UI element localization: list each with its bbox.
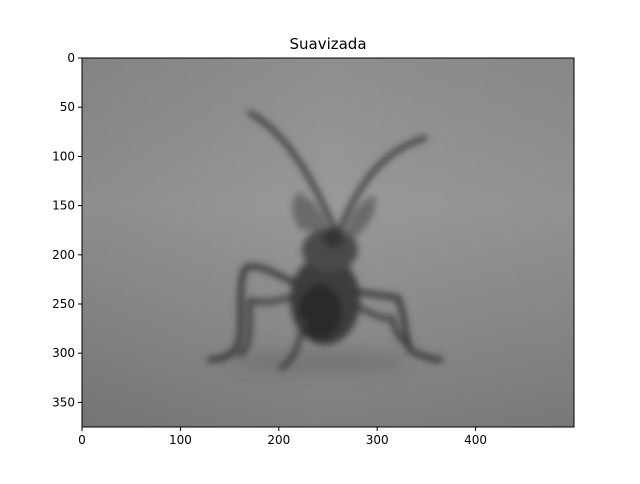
y-tick-label: 200 — [52, 248, 75, 262]
y-tick-label: 350 — [52, 395, 75, 409]
x-tick-label: 0 — [78, 433, 86, 447]
y-tick-label: 300 — [52, 346, 75, 360]
y-axis: 0 50 100 150 200 250 300 350 — [52, 51, 82, 409]
x-tick-label: 300 — [366, 433, 389, 447]
y-tick-label: 0 — [67, 51, 75, 65]
bug-figure — [207, 110, 443, 374]
y-tick-label: 100 — [52, 149, 75, 163]
smoothed-image — [82, 58, 574, 427]
y-tick-label: 50 — [60, 100, 75, 114]
y-tick-label: 150 — [52, 199, 75, 213]
x-tick-label: 200 — [267, 433, 290, 447]
x-axis: 0 100 200 300 400 — [78, 427, 487, 447]
x-tick-label: 100 — [169, 433, 192, 447]
plot-frame — [81, 57, 575, 428]
x-tick-label: 400 — [464, 433, 487, 447]
chart-title: Suavizada — [289, 35, 366, 53]
y-tick-label: 250 — [52, 297, 75, 311]
